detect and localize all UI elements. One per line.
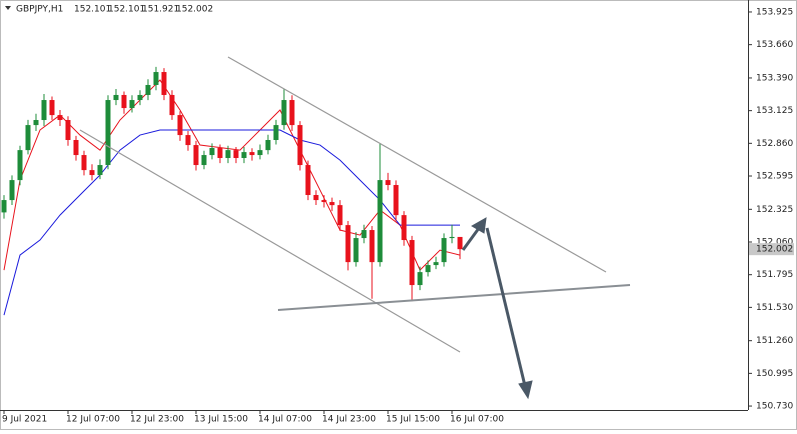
candle-body	[105, 100, 111, 166]
candle-body	[81, 155, 87, 171]
y-tick-label: 153.390	[756, 73, 793, 83]
support-line	[277, 284, 631, 311]
forecast-arrows	[461, 217, 533, 400]
price-label-box	[749, 243, 794, 256]
arrow-down	[485, 227, 527, 387]
candle-body	[145, 84, 151, 95]
header-close: 152.002	[176, 5, 213, 15]
candle-body	[9, 180, 15, 201]
candle-body	[401, 215, 407, 241]
y-tick-label: 150.995	[756, 369, 793, 379]
y-tick-label: 151.530	[756, 303, 793, 313]
candle-body	[201, 155, 207, 166]
y-tick-label: 153.925	[756, 7, 793, 17]
price-label: 152.002	[756, 245, 793, 255]
candle-body	[153, 72, 159, 85]
candle-body	[385, 180, 391, 186]
trend-line	[227, 56, 607, 273]
candle-body	[65, 120, 71, 140]
header-high: 152.101	[108, 5, 145, 15]
candle-body	[217, 148, 223, 159]
candle-body	[329, 202, 335, 206]
x-tick-label: 9 Jul 2021	[2, 415, 47, 425]
candle-body	[25, 125, 31, 151]
candle-body	[393, 185, 399, 216]
candle-body	[305, 165, 311, 196]
candle-body	[161, 72, 167, 95]
y-tick-label: 153.660	[756, 40, 793, 50]
x-tick-label: 14 Jul 23:00	[322, 415, 376, 425]
y-tick-label: 151.795	[756, 270, 793, 280]
candle-body	[97, 165, 103, 176]
candle-body	[377, 180, 383, 263]
candle-body	[193, 145, 199, 166]
candle-body	[73, 139, 79, 156]
y-tick-label: 151.260	[756, 336, 793, 346]
candle-body	[185, 135, 191, 146]
candle-body	[1, 200, 7, 213]
candle-body	[169, 94, 175, 116]
arrow-head	[471, 217, 487, 234]
y-tick-label: 152.325	[756, 205, 793, 215]
x-tick-label: 14 Jul 07:00	[258, 415, 312, 425]
candle-body	[353, 238, 359, 263]
trend-line	[79, 129, 461, 353]
y-tick-label: 152.060	[756, 238, 793, 248]
arrow-head	[518, 380, 533, 400]
candle-body	[41, 100, 47, 121]
candle-body	[137, 94, 143, 101]
candle-body	[209, 148, 215, 156]
candle-body	[345, 225, 351, 263]
candle-body	[313, 195, 319, 201]
candle-body	[449, 236, 455, 239]
candle-body	[297, 125, 303, 166]
candle-body	[121, 94, 127, 109]
x-tick-label: 15 Jul 15:00	[386, 415, 440, 425]
header-low: 151.921	[142, 5, 179, 15]
candle-body	[177, 115, 183, 136]
y-tick-label: 150.730	[756, 402, 793, 412]
candle-body	[225, 150, 231, 159]
candle-body	[233, 150, 239, 159]
candle-body	[361, 230, 367, 239]
candle-body	[369, 230, 375, 263]
candle-body	[241, 152, 247, 159]
candle-body	[89, 170, 95, 176]
candle-body	[249, 152, 255, 156]
candle-body	[337, 205, 343, 226]
candle-body	[441, 238, 447, 263]
candle-body	[281, 100, 287, 126]
candle-body	[433, 262, 439, 266]
candle-body	[273, 125, 279, 140]
header-open: 152.101	[74, 5, 111, 15]
candle-body	[409, 240, 415, 286]
candle-body	[457, 236, 463, 250]
candle-body	[49, 100, 55, 116]
arrow-up	[461, 227, 481, 251]
x-tick-label: 13 Jul 15:00	[194, 415, 248, 425]
candle-body	[17, 150, 23, 181]
candle-body	[257, 150, 263, 156]
candle-body	[129, 100, 135, 109]
candle-body	[425, 265, 431, 273]
candle-body	[417, 272, 423, 286]
candle-body	[113, 94, 119, 101]
candle-body	[57, 115, 63, 121]
y-tick-label: 152.595	[756, 172, 793, 182]
y-tick-label: 153.125	[756, 106, 793, 116]
x-tick-label: 12 Jul 07:00	[66, 415, 120, 425]
candle-body	[289, 100, 295, 126]
x-tick-label: 16 Jul 07:00	[450, 415, 504, 425]
candle-body	[33, 120, 39, 126]
plot-area	[1, 66, 463, 316]
symbol: GBPJPY,H1	[16, 5, 63, 15]
indicator-line	[3, 129, 460, 316]
x-tick-label: 12 Jul 23:00	[130, 415, 184, 425]
symbol-icon	[5, 6, 11, 10]
y-tick-label: 152.860	[756, 139, 793, 149]
candle-body	[321, 200, 327, 203]
candle-body	[265, 139, 271, 151]
